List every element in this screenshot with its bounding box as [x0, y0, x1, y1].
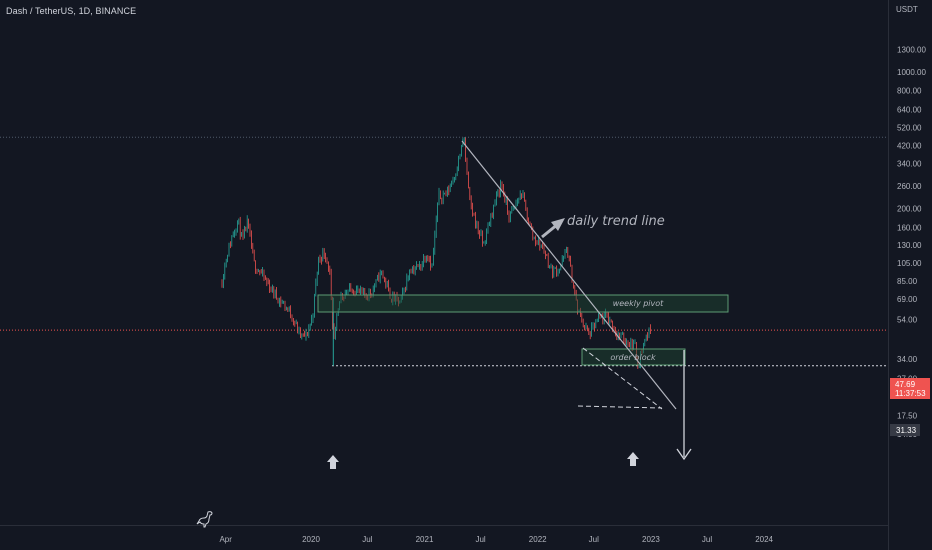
time-tick-label: 2022 — [529, 535, 547, 544]
current-price-value: 47.69 — [895, 380, 916, 389]
price-tick-label: 69.00 — [897, 295, 918, 304]
time-tick-label: Jul — [702, 535, 712, 544]
time-tick-label: 2021 — [416, 535, 434, 544]
time-tick-label: 2020 — [302, 535, 320, 544]
price-tick-label: 200.00 — [897, 204, 922, 213]
time-tick-label: Jul — [475, 535, 485, 544]
level-price-value: 31.33 — [896, 426, 917, 435]
price-tick-label: 130.00 — [897, 241, 922, 250]
bottom-marker-2020-icon — [327, 455, 339, 469]
weekly-pivot-label: weekly pivot — [613, 299, 664, 308]
time-tick-label: Apr — [219, 535, 232, 544]
time-tick-label: Jul — [589, 535, 599, 544]
price-tick-label: 260.00 — [897, 182, 922, 191]
symbol-title[interactable]: Dash / TetherUS, 1D, BINANCE — [6, 6, 137, 16]
price-tick-label: 640.00 — [897, 106, 922, 115]
price-tags: 47.69 11:37:53 31.33 — [890, 378, 930, 436]
time-axis-ticks: Apr 2020 Jul 2021 Jul 2022 Jul 2023 Jul 2024 — [219, 535, 773, 544]
time-tick-label: Jul — [362, 535, 372, 544]
drawings: weekly pivot order block daily trend lin… — [317, 140, 729, 469]
price-tick-label: 17.50 — [897, 411, 918, 420]
trend-line-label: daily trend line — [567, 214, 665, 229]
price-tick-label: 34.00 — [897, 355, 918, 364]
order-block-label: order block — [610, 353, 656, 362]
price-tick-label: 420.00 — [897, 141, 922, 150]
price-tick-label: 1000.00 — [897, 68, 926, 77]
wedge-upper-line[interactable] — [582, 347, 663, 410]
price-tick-label: 520.00 — [897, 123, 922, 132]
order-block-zone[interactable] — [581, 348, 686, 366]
label-arrow-head — [551, 218, 565, 231]
weekly-pivot-zone[interactable] — [317, 294, 729, 313]
daily-trend-line[interactable] — [461, 140, 677, 410]
level-price-tag[interactable] — [890, 424, 920, 436]
bottom-marker-2022-icon — [627, 452, 639, 466]
time-tick-label: 2023 — [642, 535, 660, 544]
price-tick-label: 54.00 — [897, 316, 918, 325]
dinosaur-logo-icon — [196, 511, 213, 528]
currency-label[interactable]: USDT — [896, 5, 918, 14]
countdown-value: 11:37:53 — [895, 389, 926, 398]
price-tick-label: 1300.00 — [897, 46, 926, 55]
price-tick-label: 85.00 — [897, 277, 918, 286]
price-tick-label: 105.00 — [897, 259, 922, 268]
wedge-lower-line[interactable] — [577, 405, 663, 409]
current-price-tag[interactable] — [890, 378, 930, 399]
price-tick-label: 800.00 — [897, 87, 922, 96]
price-tick-label: 160.00 — [897, 223, 922, 232]
reference-lines — [0, 136, 888, 367]
target-arrow-head — [676, 448, 692, 461]
price-tick-label: 340.00 — [897, 159, 922, 168]
candles — [221, 137, 651, 369]
time-tick-label: 2024 — [755, 535, 773, 544]
